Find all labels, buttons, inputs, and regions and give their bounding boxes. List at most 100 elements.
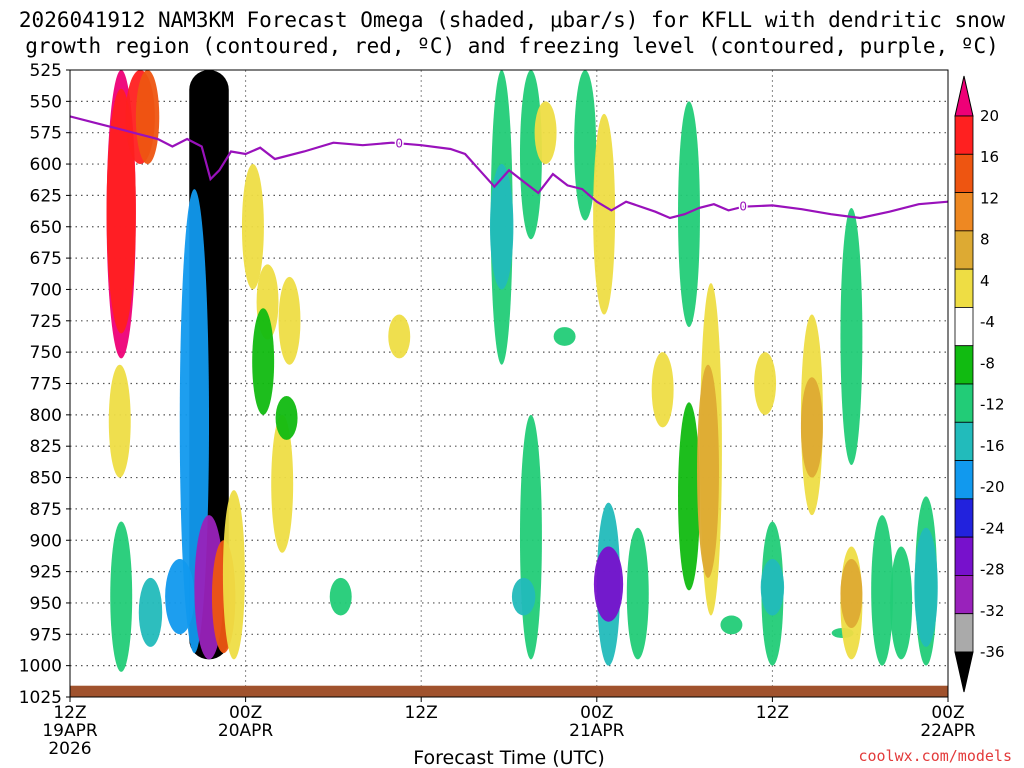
y-tick-label: 950 xyxy=(30,594,62,614)
chart-title-line2: growth region (contoured, red, ºC) and f… xyxy=(25,34,999,58)
omega-region xyxy=(489,164,514,290)
y-tick-label: 725 xyxy=(30,312,62,332)
omega-region xyxy=(511,577,536,616)
y-tick-label: 650 xyxy=(30,218,62,238)
omega-region xyxy=(914,527,938,647)
omega-region xyxy=(329,577,352,616)
omega-region xyxy=(840,207,863,466)
colorbar-label: -20 xyxy=(980,478,1005,496)
omega-region xyxy=(135,70,160,165)
colorbar-label: -28 xyxy=(980,561,1005,579)
x-tick-label: 12Z xyxy=(756,703,789,723)
colorbar-segment xyxy=(954,421,974,461)
colorbar-top-arrow xyxy=(954,75,974,117)
x-tick-label: 00Z xyxy=(580,703,613,723)
omega-region xyxy=(519,70,542,240)
x-axis-label: Forecast Time (UTC) xyxy=(413,747,604,768)
omega-region xyxy=(165,559,195,635)
omega-region xyxy=(574,70,597,221)
omega-region xyxy=(871,515,894,666)
y-tick-label: 625 xyxy=(30,186,62,206)
y-tick-label: 675 xyxy=(30,249,62,269)
y-tick-label: 975 xyxy=(30,625,62,645)
colorbar: 20 16 12 8 4 -4 -8 -12 -16 -20 -24 -28 -32 -36 xyxy=(954,75,1005,693)
colorbar-label: 4 xyxy=(980,272,990,290)
omega-region xyxy=(252,308,275,415)
y-tick-label: 925 xyxy=(30,563,62,583)
freezing-level-line xyxy=(70,115,948,220)
omega-region xyxy=(593,113,616,315)
x-tick-label: 21APR xyxy=(569,721,625,741)
colorbar-label: 8 xyxy=(980,231,990,249)
omega-region xyxy=(519,414,542,660)
colorbar-label: -16 xyxy=(980,437,1005,455)
y-tick-label: 800 xyxy=(30,406,62,426)
omega-region xyxy=(800,377,823,478)
colorbar-segment xyxy=(954,115,974,155)
x-tick-label: 12Z xyxy=(53,703,86,723)
omega-region xyxy=(720,615,743,635)
omega-region xyxy=(678,402,700,591)
colorbar-label: 16 xyxy=(980,148,999,166)
omega-region xyxy=(275,396,298,440)
x-tick-label: 2026 xyxy=(48,739,91,759)
omega-region xyxy=(534,101,557,165)
colorbar-label: -4 xyxy=(980,313,995,331)
y-axis: 525 550 575 600 625 650 675 700 725 750 775 800 825 8… xyxy=(19,61,70,708)
colorbar-segment xyxy=(954,575,974,615)
omega-region xyxy=(110,521,133,672)
y-tick-label: 1025 xyxy=(19,688,62,708)
y-tick-label: 550 xyxy=(30,92,62,112)
x-tick-label: 00Z xyxy=(931,703,964,723)
y-tick-label: 575 xyxy=(30,124,62,144)
x-tick-label: 22APR xyxy=(920,721,976,741)
credit-text: coolwx.com/models xyxy=(858,747,1012,765)
colorbar-segment xyxy=(954,498,974,538)
omega-region xyxy=(241,164,264,290)
omega-region xyxy=(388,314,411,359)
colorbar-segment xyxy=(954,613,974,653)
terrain-layer xyxy=(70,685,948,697)
colorbar-label: -8 xyxy=(980,354,995,372)
colorbar-segment xyxy=(954,460,974,500)
y-tick-label: 600 xyxy=(30,155,62,175)
omega-region xyxy=(593,546,624,622)
colorbar-segment xyxy=(954,536,974,576)
y-tick-label: 1000 xyxy=(19,657,62,677)
colorbar-label: -24 xyxy=(980,519,1005,537)
colorbar-segment xyxy=(954,230,974,270)
colorbar-segment xyxy=(954,153,974,193)
omega-shading xyxy=(106,70,938,672)
omega-region xyxy=(890,546,913,660)
y-tick-label: 850 xyxy=(30,469,62,489)
colorbar-label: 20 xyxy=(980,107,999,125)
terrain-ground xyxy=(70,685,948,697)
omega-region xyxy=(138,577,163,647)
omega-region xyxy=(760,559,785,616)
omega-region xyxy=(106,88,136,334)
y-tick-label: 525 xyxy=(30,61,62,81)
omega-region xyxy=(651,352,674,428)
colorbar-bottom-arrow xyxy=(954,651,974,693)
x-tick-label: 19APR xyxy=(42,721,98,741)
chart-title-line1: 2026041912 NAM3KM Forecast Omega (shaded… xyxy=(19,8,1006,32)
y-tick-label: 900 xyxy=(30,531,62,551)
omega-region xyxy=(553,327,576,346)
x-tick-label: 00Z xyxy=(229,703,262,723)
x-tick-label: 12Z xyxy=(405,703,438,723)
colorbar-label: -12 xyxy=(980,396,1005,414)
y-tick-label: 700 xyxy=(30,280,62,300)
omega-region xyxy=(222,490,245,660)
colorbar-segment xyxy=(954,307,974,347)
colorbar-label: -32 xyxy=(980,602,1005,620)
omega-region xyxy=(278,276,301,365)
omega-region xyxy=(271,414,294,553)
omega-region xyxy=(697,364,719,578)
omega-region xyxy=(840,559,863,629)
colorbar-segment xyxy=(954,268,974,308)
y-tick-label: 825 xyxy=(30,437,62,457)
omega-region xyxy=(678,101,700,328)
colorbar-label: -36 xyxy=(980,643,1005,661)
